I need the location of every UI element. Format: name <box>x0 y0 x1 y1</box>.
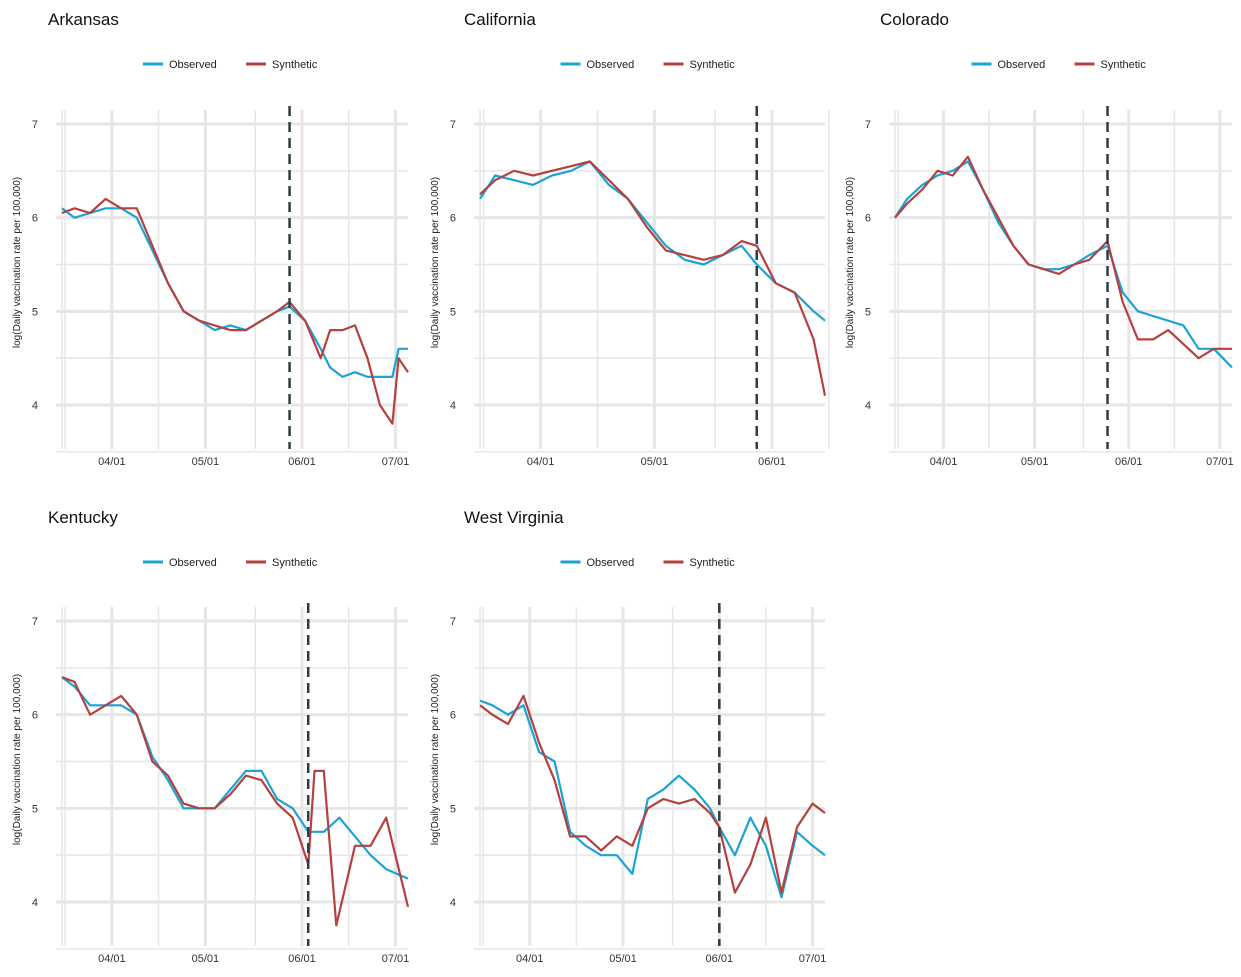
y-tick-label: 5 <box>32 306 38 318</box>
y-axis-label: log(Daily vaccination rate per 100,000) <box>12 674 23 845</box>
panel-arkansas: 4 5 6 7 04/01 05/01 06/01 07/01 log(Daily vaccin… <box>12 10 409 468</box>
y-tick-label: 5 <box>450 306 456 318</box>
legend-label-observed: Observed <box>587 59 635 71</box>
series-line-synthetic <box>479 694 826 894</box>
panel-california: 4 5 6 7 04/01 05/01 06/01 log(Daily vaccination… <box>430 10 830 468</box>
y-tick-label: 4 <box>450 897 456 909</box>
legend-label-synthetic: Synthetic <box>690 557 736 569</box>
y-tick-label: 7 <box>865 119 871 131</box>
y-tick-label: 5 <box>450 803 456 815</box>
legend-label-synthetic: Synthetic <box>272 557 318 569</box>
x-tick-label: 05/01 <box>609 953 637 965</box>
x-tick-label: 07/01 <box>382 456 410 468</box>
legend-label-observed: Observed <box>587 557 635 569</box>
x-tick-label: 04/01 <box>527 456 555 468</box>
x-tick-label: 05/01 <box>192 953 220 965</box>
y-tick-label: 6 <box>450 213 456 225</box>
x-tick-label: 06/01 <box>706 953 734 965</box>
y-tick-label: 6 <box>450 710 456 722</box>
x-tick-label: 06/01 <box>758 456 786 468</box>
y-tick-label: 5 <box>32 803 38 815</box>
y-axis-label: log(Daily vaccination rate per 100,000) <box>430 177 441 348</box>
x-tick-label: 06/01 <box>288 456 316 468</box>
x-tick-label: 07/01 <box>382 953 410 965</box>
x-tick-label: 05/01 <box>1021 456 1049 468</box>
series-line-synthetic <box>61 197 409 425</box>
panel-title: Arkansas <box>48 10 119 29</box>
legend-label-synthetic: Synthetic <box>1101 59 1147 71</box>
legend-label-observed: Observed <box>998 59 1046 71</box>
legend-label-observed: Observed <box>169 557 217 569</box>
panel-kentucky: 4 5 6 7 04/01 05/01 06/01 07/01 log(Daily vaccin… <box>12 508 409 965</box>
y-axis-label: log(Daily vaccination rate per 100,000) <box>12 177 23 348</box>
panel-title: Colorado <box>880 10 949 29</box>
panel-title: West Virginia <box>464 508 564 527</box>
x-tick-label: 07/01 <box>799 953 827 965</box>
y-tick-label: 5 <box>865 306 871 318</box>
panel-title: California <box>464 10 536 29</box>
panel-west-virginia: 4 5 6 7 04/01 05/01 06/01 07/01 log(Daily vaccin… <box>430 508 826 965</box>
series-line-observed <box>894 160 1233 369</box>
legend: Observed Synthetic <box>560 59 736 71</box>
y-tick-label: 6 <box>865 213 871 225</box>
y-tick-label: 4 <box>865 400 871 412</box>
x-tick-label: 04/01 <box>930 456 958 468</box>
legend-label-synthetic: Synthetic <box>690 59 736 71</box>
y-tick-label: 7 <box>32 119 38 131</box>
legend: Observed Synthetic <box>143 557 318 569</box>
y-tick-label: 7 <box>32 616 38 628</box>
legend: Observed Synthetic <box>560 557 736 569</box>
y-tick-label: 6 <box>32 710 38 722</box>
x-tick-label: 04/01 <box>98 456 126 468</box>
legend-label-observed: Observed <box>169 59 217 71</box>
y-tick-label: 7 <box>450 616 456 628</box>
panel-title: Kentucky <box>48 508 118 527</box>
series-line-observed <box>479 699 826 899</box>
y-axis-label: log(Daily vaccination rate per 100,000) <box>430 674 441 845</box>
series-line-observed <box>479 160 826 322</box>
y-tick-label: 4 <box>450 400 456 412</box>
y-tick-label: 6 <box>32 213 38 225</box>
series-line-observed <box>61 676 409 880</box>
x-tick-label: 06/01 <box>288 953 316 965</box>
y-tick-label: 4 <box>32 400 38 412</box>
x-tick-label: 07/01 <box>1206 456 1234 468</box>
series-line-synthetic <box>61 676 410 927</box>
x-tick-label: 06/01 <box>1115 456 1143 468</box>
x-tick-label: 04/01 <box>98 953 126 965</box>
series-line-synthetic <box>479 160 827 396</box>
y-tick-label: 7 <box>450 119 456 131</box>
panel-colorado: 4 5 6 7 04/01 05/01 06/01 07/01 log(Daily vaccin… <box>845 10 1234 468</box>
legend: Observed Synthetic <box>971 59 1147 71</box>
legend: Observed Synthetic <box>143 59 318 71</box>
series-line-synthetic <box>894 155 1232 360</box>
y-axis-label: log(Daily vaccination rate per 100,000) <box>845 177 856 348</box>
series-line-observed <box>61 207 408 378</box>
y-tick-label: 4 <box>32 897 38 909</box>
x-tick-label: 04/01 <box>516 953 544 965</box>
x-tick-label: 05/01 <box>192 456 220 468</box>
legend-label-synthetic: Synthetic <box>272 59 318 71</box>
x-tick-label: 05/01 <box>641 456 669 468</box>
